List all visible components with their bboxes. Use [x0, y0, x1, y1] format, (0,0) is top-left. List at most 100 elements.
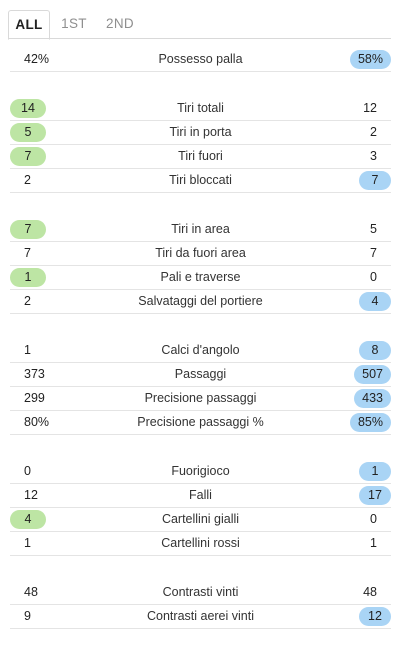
away-value: 7	[370, 246, 377, 260]
home-value: 4	[10, 510, 46, 529]
home-value: 0	[24, 464, 31, 478]
home-value-cell: 2	[10, 290, 62, 313]
away-value: 12	[363, 101, 377, 115]
home-value-cell: 12	[10, 484, 62, 507]
away-value-cell: 17	[339, 484, 391, 507]
away-value: 433	[354, 389, 391, 408]
home-value: 1	[24, 536, 31, 550]
home-value: 5	[10, 123, 46, 142]
home-value: 1	[24, 343, 31, 357]
stat-row: 373 Passaggi 507	[10, 363, 391, 387]
stat-row: 5 Tiri in porta 2	[10, 121, 391, 145]
stat-label: Possesso palla	[158, 52, 243, 66]
stat-label: Tiri da fuori area	[155, 246, 246, 260]
home-value: 1	[10, 268, 46, 287]
stat-label: Pali e traverse	[160, 270, 241, 284]
home-value-cell: 7	[10, 145, 62, 168]
stat-row: 2 Salvataggi del portiere 4	[10, 290, 391, 314]
stat-row: 2 Tiri bloccati 7	[10, 169, 391, 193]
away-value-cell: 1	[339, 460, 391, 483]
home-value: 14	[10, 99, 46, 118]
away-value-cell: 0	[339, 266, 391, 289]
away-value: 2	[370, 125, 377, 139]
stat-row: 7 Tiri in area 5	[10, 218, 391, 242]
stat-label: Tiri in porta	[169, 125, 232, 139]
stat-label: Contrasti vinti	[162, 585, 239, 599]
stat-row: 299 Precisione passaggi 433	[10, 387, 391, 411]
stat-row: 4 Cartellini gialli 0	[10, 508, 391, 532]
stat-label: Precisione passaggi %	[137, 415, 264, 429]
period-tabs: ALL 1ST 2ND	[0, 0, 401, 40]
away-value: 7	[359, 171, 391, 190]
away-value-cell: 507	[339, 363, 391, 386]
stat-label: Tiri totali	[177, 101, 224, 115]
stat-row: 48 Contrasti vinti 48	[10, 581, 391, 605]
home-value-cell: 4	[10, 508, 62, 531]
away-value: 507	[354, 365, 391, 384]
stat-row: 0 Fuorigioco 1	[10, 460, 391, 484]
home-value: 7	[10, 147, 46, 166]
home-value-cell: 5	[10, 121, 62, 144]
home-value: 42%	[24, 52, 50, 66]
stat-label: Falli	[189, 488, 212, 502]
away-value-cell: 1	[339, 532, 391, 555]
away-value: 4	[359, 292, 391, 311]
stat-row: 7 Tiri fuori 3	[10, 145, 391, 169]
away-value-cell: 7	[339, 242, 391, 265]
away-value: 48	[363, 585, 377, 599]
stat-row: 7 Tiri da fuori area 7	[10, 242, 391, 266]
tab-first-half[interactable]: 1ST	[61, 16, 87, 31]
home-value-cell: 1	[10, 266, 62, 289]
away-value: 12	[359, 607, 391, 626]
tab-all[interactable]: ALL	[8, 10, 50, 40]
stat-label: Precisione passaggi	[144, 391, 257, 405]
home-value: 7	[10, 220, 46, 239]
stat-label: Salvataggi del portiere	[138, 294, 263, 308]
away-value: 1	[359, 462, 391, 481]
home-value: 7	[24, 246, 31, 260]
home-value-cell: 7	[10, 242, 62, 265]
home-value-cell: 373	[10, 363, 62, 386]
away-value-cell: 4	[339, 290, 391, 313]
away-value-cell: 433	[339, 387, 391, 410]
home-value-cell: 42%	[10, 48, 62, 71]
stat-row: 42% Possesso palla 58%	[10, 48, 391, 72]
away-value-cell: 12	[339, 97, 391, 120]
away-value-cell: 85%	[339, 411, 391, 434]
tabs-divider	[8, 38, 391, 39]
away-value: 8	[359, 341, 391, 360]
away-value: 85%	[349, 413, 391, 432]
home-value-cell: 7	[10, 218, 62, 241]
stat-label: Tiri fuori	[178, 149, 223, 163]
away-value: 17	[359, 486, 391, 505]
stat-row: 80% Precisione passaggi % 85%	[10, 411, 391, 435]
home-value-cell: 0	[10, 460, 62, 483]
stat-row: 9 Contrasti aerei vinti 12	[10, 605, 391, 629]
stat-label: Passaggi	[174, 367, 227, 381]
away-value: 5	[370, 222, 377, 236]
home-value-cell: 9	[10, 605, 62, 628]
stat-row: 1 Pali e traverse 0	[10, 266, 391, 290]
away-value-cell: 12	[339, 605, 391, 628]
away-value-cell: 7	[339, 169, 391, 192]
stat-row: 14 Tiri totali 12	[10, 97, 391, 121]
home-value: 2	[24, 294, 31, 308]
away-value: 58%	[349, 50, 391, 69]
stat-label: Cartellini rossi	[161, 536, 240, 550]
away-value-cell: 8	[339, 339, 391, 362]
stat-label: Fuorigioco	[171, 464, 230, 478]
away-value: 1	[370, 536, 377, 550]
stat-label: Tiri bloccati	[169, 173, 232, 187]
tab-second-half[interactable]: 2ND	[106, 16, 134, 31]
home-value-cell: 1	[10, 532, 62, 555]
away-value-cell: 5	[339, 218, 391, 241]
away-value: 0	[370, 512, 377, 526]
stat-row: 12 Falli 17	[10, 484, 391, 508]
home-value-cell: 2	[10, 169, 62, 192]
home-value: 80%	[24, 415, 50, 429]
away-value-cell: 48	[339, 581, 391, 604]
home-value-cell: 14	[10, 97, 62, 120]
home-value-cell: 1	[10, 339, 62, 362]
home-value-cell: 80%	[10, 411, 62, 434]
away-value-cell: 58%	[339, 48, 391, 71]
